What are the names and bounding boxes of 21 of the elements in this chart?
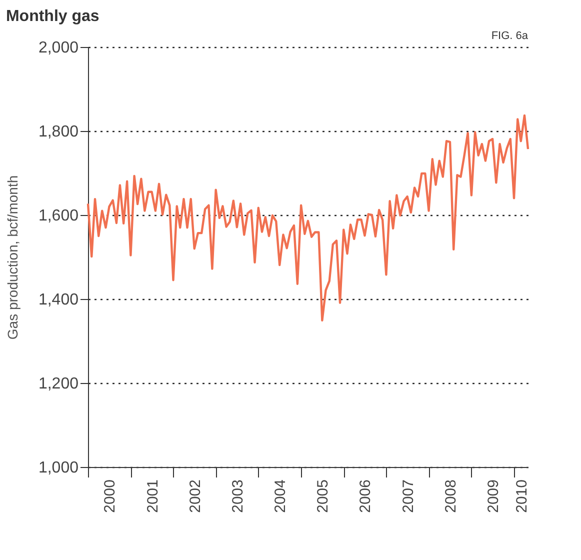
- y-tick-label: 1,800: [38, 124, 79, 140]
- x-tick-label: 2007: [400, 480, 417, 513]
- x-tick-label: 2000: [102, 480, 119, 513]
- chart-title: Monthly gas: [6, 8, 100, 25]
- x-tick-label: 2004: [272, 480, 290, 513]
- x-tick-label: 2002: [186, 480, 204, 513]
- x-tick-label: 2003: [229, 480, 246, 513]
- x-tick-label: 2010: [513, 480, 530, 513]
- line-series: [86, 114, 530, 322]
- x-tick-label: 2005: [314, 480, 332, 513]
- x-tick-label: 2008: [442, 480, 460, 513]
- caption: FIG. 6a: [491, 30, 529, 42]
- x-tick-label: 2009: [485, 480, 502, 513]
- y-tick-label: 2,000: [38, 40, 79, 56]
- y-axis-title: Gas production, bcf/month: [4, 175, 20, 340]
- y-tick-label: 1,000: [38, 460, 79, 476]
- y-tick-label: 1,200: [38, 376, 79, 392]
- x-tick-label: 2001: [144, 480, 162, 513]
- x-tick-label: 2006: [357, 480, 374, 513]
- y-tick-label: 1,400: [38, 292, 79, 308]
- y-tick-label: 1,600: [38, 208, 79, 224]
